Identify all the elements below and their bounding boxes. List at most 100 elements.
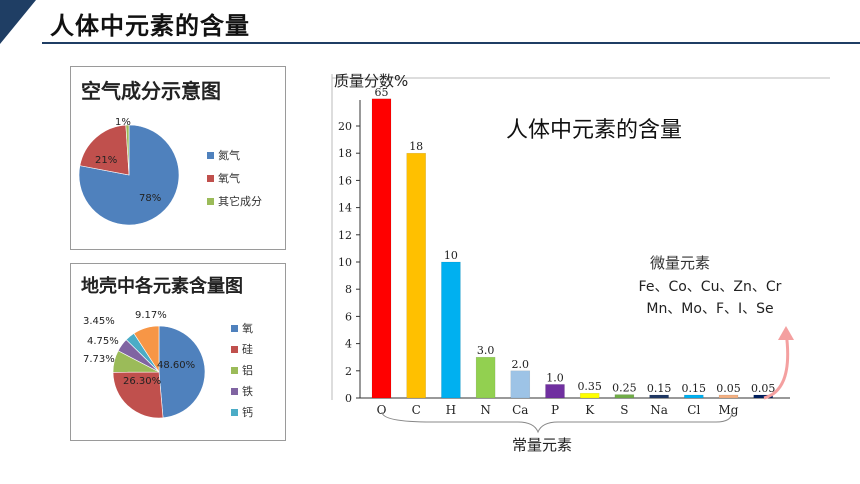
bar-value-label: 0.05: [751, 382, 776, 395]
slide-header: 人体中元素的含量: [0, 0, 860, 48]
bar: [684, 394, 704, 399]
major-elements-label: 常量元素: [512, 436, 573, 454]
bar-value-label: 65: [375, 86, 389, 99]
air-pie-slice: [125, 124, 130, 176]
y-tick-label: 20: [338, 120, 352, 133]
bar-value-label: 0.15: [682, 382, 707, 395]
y-tick-label: 12: [338, 229, 352, 242]
crust-pie-chart: [112, 325, 206, 419]
crust-legend-item: 铁: [231, 383, 253, 399]
air-legend-label: 氧气: [218, 172, 240, 185]
category-label: Mg: [719, 403, 739, 417]
page-title: 人体中元素的含量: [50, 12, 250, 40]
air-legend-item: 氮气: [207, 147, 240, 163]
header-divider: [42, 42, 860, 44]
y-tick-label: 8: [345, 283, 352, 296]
air-pie-slice: [79, 124, 130, 176]
legend-swatch: [207, 174, 214, 182]
legend-swatch: [231, 387, 238, 395]
crust-slice-label: 9.17%: [135, 310, 167, 321]
crust-legend-item: 铝: [231, 362, 253, 378]
air-pie-chart: [78, 124, 180, 226]
category-label: O: [377, 403, 387, 417]
crust-legend-label: 氧: [242, 322, 253, 335]
air-slice-label: 78%: [139, 193, 162, 204]
bar-value-label: 1.0: [546, 371, 564, 384]
air-legend-label: 氮气: [218, 149, 240, 162]
crust-pie-slice: [112, 371, 164, 419]
category-label: C: [412, 403, 421, 417]
legend-swatch: [231, 324, 238, 332]
crust-pie-title: 地壳中各元素含量图: [81, 276, 243, 297]
trace-arrow: [763, 331, 790, 400]
crust-slice-label: 7.73%: [83, 354, 115, 365]
crust-legend-label: 铝: [242, 364, 253, 377]
y-tick-label: 16: [338, 174, 352, 187]
category-label: H: [446, 403, 456, 417]
bar-value-label: 10: [444, 249, 458, 262]
bar-value-label: 0.05: [716, 382, 741, 395]
trace-arrow-head: [778, 326, 794, 340]
category-label: Na: [650, 403, 668, 417]
y-tick-label: 14: [338, 202, 352, 215]
major-elements-brace: [381, 411, 733, 434]
bar-value-label: 0.25: [612, 382, 637, 395]
y-tick-label: 10: [338, 256, 352, 269]
category-label: N: [480, 403, 491, 417]
crust-pie-slice: [158, 325, 206, 419]
legend-swatch: [231, 408, 238, 416]
crust-pie-slice: [133, 325, 160, 374]
legend-swatch: [231, 366, 238, 374]
bar-chart: 0 2 4 6 8 10 12 14 16 18 20 65 O 18 C 10 H 3.0 N 2.0 Ca 1.0 P 0…: [331, 74, 830, 434]
header-accent: [0, 0, 36, 44]
crust-legend-item: 氧: [231, 320, 253, 336]
bar: [649, 394, 669, 399]
air-slice-label: 21%: [95, 155, 118, 166]
category-label: P: [551, 403, 559, 417]
bar-value-label: 0.35: [577, 380, 602, 393]
bar: [371, 98, 392, 399]
air-legend-item: 其它成分: [207, 193, 262, 209]
trace-elements-title: 微量元素: [650, 254, 711, 272]
bar-value-label: 2.0: [512, 358, 530, 371]
y-tick-label: 6: [345, 310, 352, 323]
bar-value-label: 3.0: [477, 344, 495, 357]
trace-elements-line: Fe、Co、Cu、Zn、Cr: [638, 279, 782, 295]
bar: [510, 370, 531, 399]
chart-title: 人体中元素的含量: [506, 118, 683, 143]
legend-swatch: [207, 151, 214, 159]
y-tick-label: 2: [345, 365, 352, 378]
category-label: K: [585, 403, 595, 417]
bar: [475, 356, 496, 399]
bar-value-label: 0.15: [647, 382, 672, 395]
element-content-chart-panel: 0 2 4 6 8 10 12 14 16 18 20 65 O 18 C 10 H 3.0 N 2.0 Ca 1.0 P 0…: [312, 60, 852, 470]
crust-slice-label: 4.75%: [87, 336, 119, 347]
y-tick-label: 0: [345, 392, 352, 405]
crust-slice-label: 3.45%: [83, 316, 115, 327]
bar: [753, 394, 773, 399]
air-legend-label: 其它成分: [218, 195, 262, 208]
y-axis-label: 质量分数%: [334, 72, 409, 90]
air-pie-title: 空气成分示意图: [81, 79, 221, 103]
crust-slice-label: 26.30%: [123, 376, 162, 387]
crust-pie-panel: 地壳中各元素含量图 氧 硅 铝 铁 钙 48.60% 26.30% 7.73% …: [70, 263, 286, 441]
air-pie-panel: 空气成分示意图 氮气 氧气 其它成分 78% 21% 1%: [70, 66, 286, 250]
legend-swatch: [207, 197, 214, 205]
bar: [579, 392, 600, 399]
category-label: S: [620, 403, 628, 417]
crust-legend-item: 硅: [231, 341, 253, 357]
legend-swatch: [231, 345, 238, 353]
crust-slice-label: 48.60%: [157, 360, 196, 371]
trace-elements-line: Mn、Mo、F、I、Se: [646, 301, 774, 317]
category-label: Cl: [687, 403, 700, 417]
crust-legend-item: 钙: [231, 404, 253, 420]
bar: [545, 384, 565, 399]
y-tick-label: 4: [345, 338, 352, 351]
y-tick-label: 18: [338, 147, 352, 160]
bar: [441, 261, 461, 399]
category-label: Ca: [512, 403, 528, 417]
air-legend-item: 氧气: [207, 170, 240, 186]
crust-legend-label: 铁: [242, 385, 253, 398]
bar: [614, 394, 635, 399]
bar: [718, 394, 739, 399]
